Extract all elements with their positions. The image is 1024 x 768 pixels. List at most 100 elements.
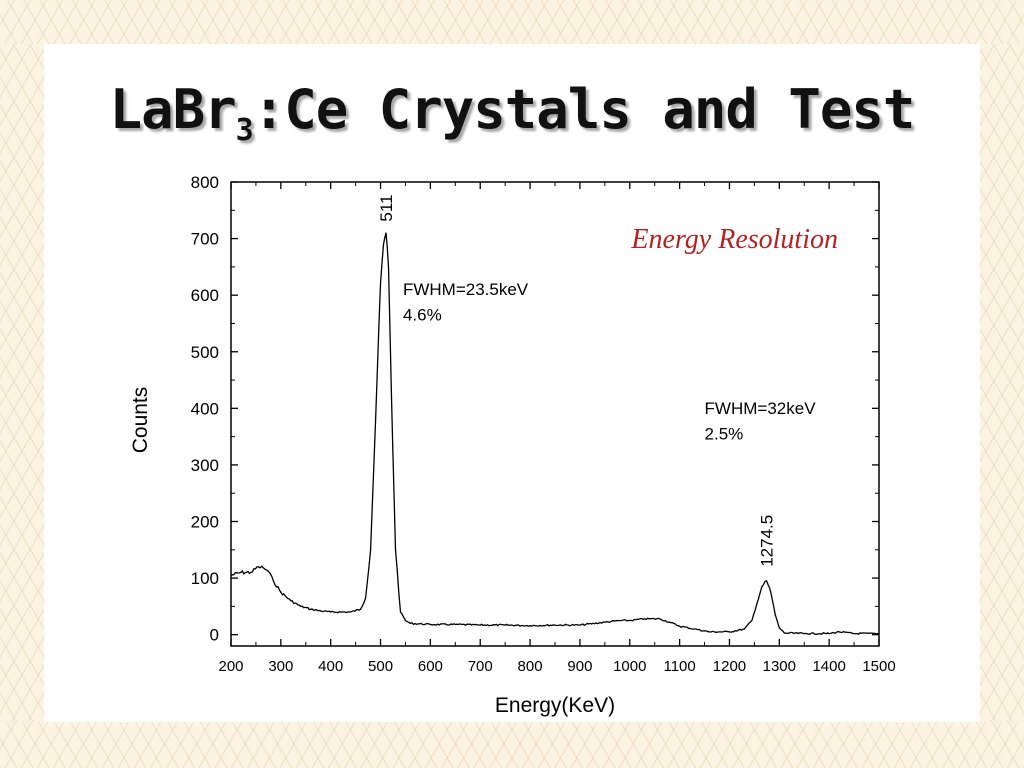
y-tick-label: 500 <box>191 343 219 362</box>
x-tick-label: 1400 <box>812 658 845 675</box>
data-point <box>878 632 880 635</box>
y-tick-label: 300 <box>191 456 219 475</box>
data-point <box>350 611 352 613</box>
data-point <box>429 623 431 626</box>
data-point <box>374 419 377 421</box>
x-tick-label: 700 <box>468 658 493 675</box>
data-point <box>853 632 855 635</box>
x-axis-label: Energy(KeV) <box>495 694 615 717</box>
data-point <box>272 580 274 582</box>
x-tick-label: 900 <box>567 658 592 675</box>
slide-title-subscript: 3 <box>235 112 254 148</box>
data-point <box>644 618 646 620</box>
data-point <box>300 605 302 607</box>
data-point <box>765 580 768 582</box>
annotation-resolution-511: 4.6% <box>403 306 442 325</box>
y-tick-label: 100 <box>191 569 219 588</box>
data-point <box>774 614 776 616</box>
x-tick-label: 200 <box>218 658 243 675</box>
x-tick-label: 600 <box>418 658 443 675</box>
y-axis-ticks <box>231 181 879 636</box>
data-point <box>379 283 382 285</box>
y-axis-tick-labels: 0 100 200 300 400 500 600 700 800 <box>191 173 219 645</box>
slide-title-main: LaBr <box>109 78 237 141</box>
data-point <box>257 566 260 568</box>
y-tick-label: 400 <box>191 399 219 418</box>
annotation-peak-511: 511 <box>377 195 396 222</box>
y-tick-label: 800 <box>191 173 219 192</box>
x-tick-label: 1200 <box>713 658 746 675</box>
x-tick-label: 1500 <box>862 658 895 675</box>
x-tick-label: 400 <box>318 658 343 675</box>
y-tick-label: 200 <box>191 513 219 532</box>
data-point <box>385 232 387 234</box>
data-point <box>399 611 402 613</box>
data-point <box>382 243 385 245</box>
data-point <box>783 632 785 634</box>
x-tick-label: 1000 <box>613 658 646 675</box>
x-tick-label: 500 <box>368 658 393 675</box>
chart-title: Energy Resolution <box>630 224 838 255</box>
x-axis-ticks <box>230 182 880 646</box>
data-point <box>504 624 506 626</box>
x-tick-label: 300 <box>268 658 293 675</box>
data-point <box>320 610 322 612</box>
data-point <box>262 567 264 569</box>
data-point <box>394 549 397 551</box>
decorative-border-top <box>0 0 1024 44</box>
data-point <box>330 611 332 613</box>
x-tick-label: 1100 <box>663 658 695 675</box>
data-point <box>679 625 681 627</box>
data-point <box>619 619 621 622</box>
data-point <box>364 597 367 599</box>
spectrum-line <box>230 232 880 635</box>
data-point <box>708 631 711 633</box>
data-point <box>743 628 746 630</box>
data-point <box>369 549 372 551</box>
data-point <box>529 625 531 627</box>
data-point <box>693 628 696 630</box>
data-point <box>250 571 252 574</box>
annotation-resolution-1274: 2.5% <box>705 424 744 443</box>
data-point <box>629 619 631 622</box>
x-tick-label: 1300 <box>763 658 796 675</box>
data-point <box>778 627 780 629</box>
x-tick-label: 800 <box>518 658 543 675</box>
data-point <box>579 624 581 626</box>
y-tick-label: 0 <box>210 626 219 645</box>
data-point <box>340 611 342 613</box>
data-point <box>761 585 763 588</box>
decorative-border-bottom <box>0 722 1024 768</box>
data-point <box>751 619 753 622</box>
data-point <box>554 624 556 626</box>
data-point <box>290 600 292 602</box>
data-point <box>770 591 772 593</box>
slide-content-area <box>44 44 980 722</box>
data-point <box>803 632 805 635</box>
data-point <box>659 618 661 620</box>
data-point <box>479 624 481 626</box>
decorative-border-right <box>980 44 1024 722</box>
data-point <box>728 631 731 633</box>
y-axis-label: Counts <box>129 387 152 454</box>
slide-title: LaBr3:Ce Crystals and Test <box>0 78 1024 148</box>
annotation-peak-1274: 1274.5 <box>758 515 777 567</box>
data-point <box>310 608 312 610</box>
data-point <box>280 591 282 593</box>
data-point <box>838 631 840 633</box>
data-point <box>828 632 830 635</box>
decorative-border-left <box>0 44 44 722</box>
data-point <box>669 621 671 623</box>
annotation-fwhm-511: FWHM=23.5keV <box>403 280 529 299</box>
slide-title-rest: :Ce Crystals and Test <box>252 78 916 141</box>
data-point <box>240 571 242 574</box>
data-point <box>387 266 390 268</box>
spectrum-points <box>230 232 880 635</box>
data-point <box>756 602 758 605</box>
data-point <box>230 574 232 576</box>
data-point <box>404 619 407 622</box>
x-axis-tick-labels: 200 300 400 500 600 700 800 900 1000 1100 1200 1300… <box>218 658 895 675</box>
annotation-fwhm-1274: FWHM=32keV <box>705 399 817 418</box>
